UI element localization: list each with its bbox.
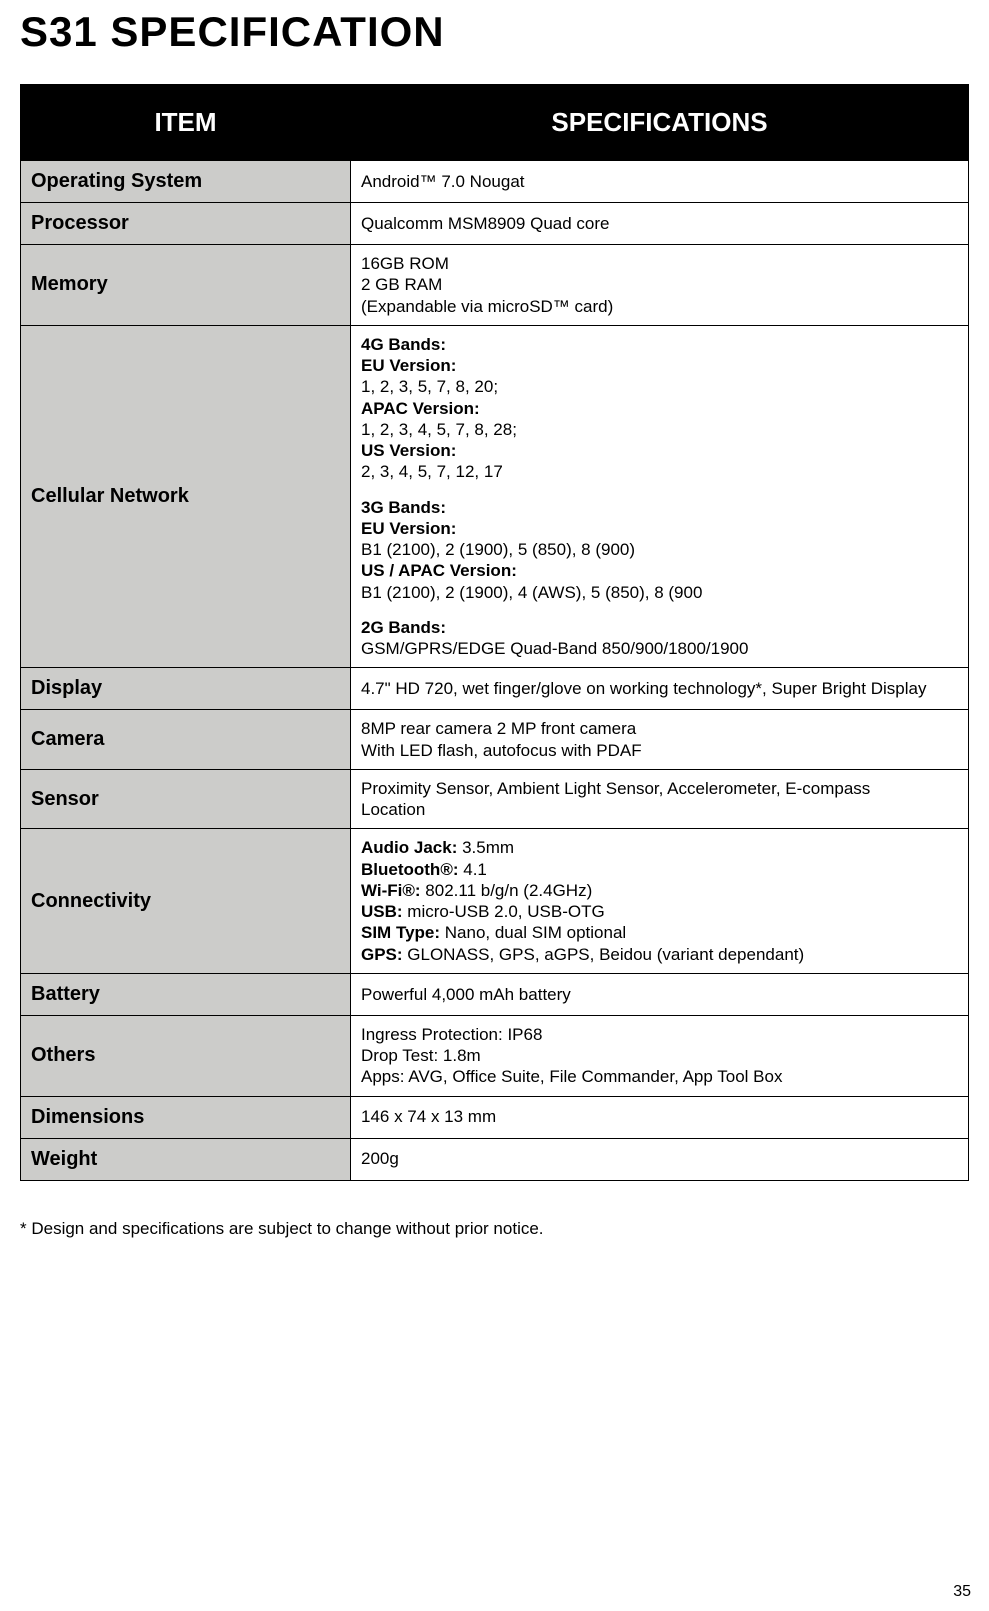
value-battery: Powerful 4,000 mAh battery [351, 973, 969, 1015]
cell-usapac-value: B1 (2100), 2 (1900), 4 (AWS), 5 (850), 8… [361, 582, 938, 603]
cell-spacer-2 [361, 603, 938, 617]
memory-line-2: 2 GB RAM [361, 274, 938, 295]
conn-bt: Bluetooth®: 4.1 [361, 859, 938, 880]
cell-2g-value: GSM/GPRS/EDGE Quad-Band 850/900/1800/190… [361, 638, 938, 659]
conn-wifi-k: Wi-Fi®: [361, 881, 421, 900]
label-battery: Battery [21, 973, 351, 1015]
footnote: * Design and specifications are subject … [20, 1219, 969, 1239]
conn-wifi: Wi-Fi®: 802.11 b/g/n (2.4GHz) [361, 880, 938, 901]
row-battery: Battery Powerful 4,000 mAh battery [21, 973, 969, 1015]
others-line-1: Ingress Protection: IP68 [361, 1024, 938, 1045]
table-header-row: ITEM SPECIFICATIONS [21, 85, 969, 161]
value-connectivity: Audio Jack: 3.5mm Bluetooth®: 4.1 Wi-Fi®… [351, 829, 969, 974]
label-connectivity: Connectivity [21, 829, 351, 974]
page-number: 35 [953, 1583, 971, 1601]
label-sensor: Sensor [21, 769, 351, 829]
value-cellular: 4G Bands: EU Version: 1, 2, 3, 5, 7, 8, … [351, 325, 969, 668]
conn-sim: SIM Type: Nano, dual SIM optional [361, 922, 938, 943]
cell-spacer-1 [361, 483, 938, 497]
camera-line-2: With LED flash, autofocus with PDAF [361, 740, 938, 761]
header-item: ITEM [21, 85, 351, 161]
conn-gps: GPS: GLONASS, GPS, aGPS, Beidou (variant… [361, 944, 938, 965]
conn-sim-v: Nano, dual SIM optional [440, 923, 626, 942]
value-weight: 200g [351, 1138, 969, 1180]
label-memory: Memory [21, 245, 351, 326]
value-dimensions: 146 x 74 x 13 mm [351, 1096, 969, 1138]
label-os: Operating System [21, 161, 351, 203]
row-memory: Memory 16GB ROM 2 GB RAM (Expandable via… [21, 245, 969, 326]
conn-audio: Audio Jack: 3.5mm [361, 837, 938, 858]
label-processor: Processor [21, 203, 351, 245]
value-memory: 16GB ROM 2 GB RAM (Expandable via microS… [351, 245, 969, 326]
row-weight: Weight 200g [21, 1138, 969, 1180]
cell-2g-header: 2G Bands: [361, 617, 938, 638]
cell-eu-header: EU Version: [361, 355, 938, 376]
cell-eu-value: 1, 2, 3, 5, 7, 8, 20; [361, 376, 938, 397]
label-cellular: Cellular Network [21, 325, 351, 668]
row-sensor: Sensor Proximity Sensor, Ambient Light S… [21, 769, 969, 829]
header-spec: SPECIFICATIONS [351, 85, 969, 161]
conn-gps-v: GLONASS, GPS, aGPS, Beidou (variant depe… [403, 945, 805, 964]
cell-us-header: US Version: [361, 440, 938, 461]
camera-line-1: 8MP rear camera 2 MP front camera [361, 718, 938, 739]
conn-gps-k: GPS: [361, 945, 403, 964]
memory-line-1: 16GB ROM [361, 253, 938, 274]
cell-4g-header: 4G Bands: [361, 334, 938, 355]
conn-usb-k: USB: [361, 902, 403, 921]
label-display: Display [21, 668, 351, 710]
conn-audio-v: 3.5mm [457, 838, 514, 857]
cell-eu3-value: B1 (2100), 2 (1900), 5 (850), 8 (900) [361, 539, 938, 560]
row-processor: Processor Qualcomm MSM8909 Quad core [21, 203, 969, 245]
row-display: Display 4.7" HD 720, wet finger/glove on… [21, 668, 969, 710]
row-camera: Camera 8MP rear camera 2 MP front camera… [21, 710, 969, 770]
conn-usb: USB: micro-USB 2.0, USB-OTG [361, 901, 938, 922]
spec-page: S31 SPECIFICATION ITEM SPECIFICATIONS Op… [0, 8, 989, 1239]
row-operating-system: Operating System Android™ 7.0 Nougat [21, 161, 969, 203]
label-dimensions: Dimensions [21, 1096, 351, 1138]
conn-sim-k: SIM Type: [361, 923, 440, 942]
conn-usb-v: micro-USB 2.0, USB-OTG [403, 902, 605, 921]
page-title: S31 SPECIFICATION [20, 8, 969, 56]
cell-usapac-header: US / APAC Version: [361, 560, 938, 581]
spec-table: ITEM SPECIFICATIONS Operating System And… [20, 84, 969, 1181]
value-camera: 8MP rear camera 2 MP front camera With L… [351, 710, 969, 770]
value-others: Ingress Protection: IP68 Drop Test: 1.8m… [351, 1015, 969, 1096]
cell-apac-header: APAC Version: [361, 398, 938, 419]
label-others: Others [21, 1015, 351, 1096]
row-others: Others Ingress Protection: IP68 Drop Tes… [21, 1015, 969, 1096]
cell-eu3-header: EU Version: [361, 518, 938, 539]
value-sensor: Proximity Sensor, Ambient Light Sensor, … [351, 769, 969, 829]
cell-us-value: 2, 3, 4, 5, 7, 12, 17 [361, 461, 938, 482]
others-line-2: Drop Test: 1.8m [361, 1045, 938, 1066]
label-weight: Weight [21, 1138, 351, 1180]
cell-3g-header: 3G Bands: [361, 497, 938, 518]
conn-bt-v: 4.1 [459, 860, 487, 879]
conn-wifi-v: 802.11 b/g/n (2.4GHz) [421, 881, 593, 900]
value-os: Android™ 7.0 Nougat [351, 161, 969, 203]
conn-bt-k: Bluetooth®: [361, 860, 459, 879]
row-connectivity: Connectivity Audio Jack: 3.5mm Bluetooth… [21, 829, 969, 974]
value-processor: Qualcomm MSM8909 Quad core [351, 203, 969, 245]
cell-apac-value: 1, 2, 3, 4, 5, 7, 8, 28; [361, 419, 938, 440]
row-cellular: Cellular Network 4G Bands: EU Version: 1… [21, 325, 969, 668]
row-dimensions: Dimensions 146 x 74 x 13 mm [21, 1096, 969, 1138]
others-line-3: Apps: AVG, Office Suite, File Commander,… [361, 1066, 938, 1087]
conn-audio-k: Audio Jack: [361, 838, 457, 857]
label-camera: Camera [21, 710, 351, 770]
memory-line-3: (Expandable via microSD™ card) [361, 296, 938, 317]
value-display: 4.7" HD 720, wet finger/glove on working… [351, 668, 969, 710]
